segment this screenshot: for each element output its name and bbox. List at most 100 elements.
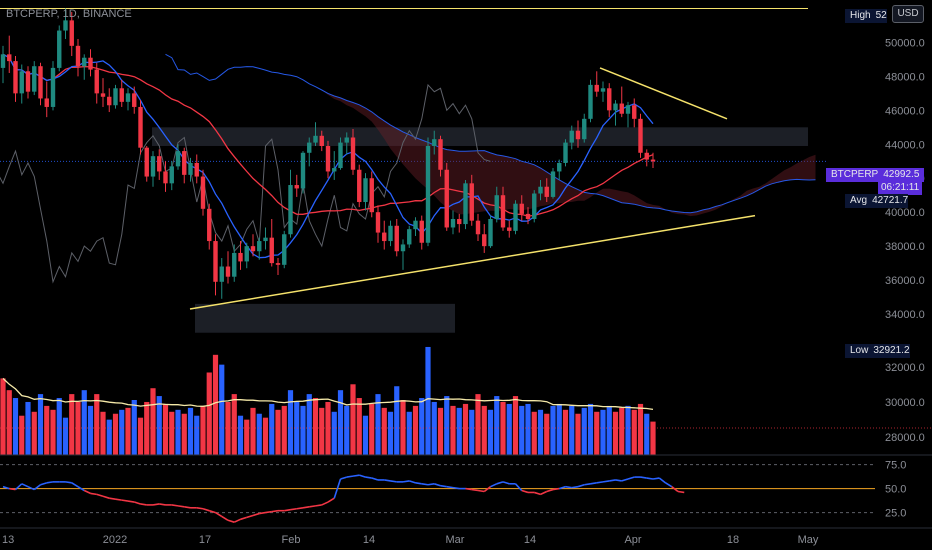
candle: [538, 186, 543, 194]
volume-bar: [6, 390, 12, 455]
candle: [407, 229, 412, 245]
rsi-line-segment: [290, 507, 297, 511]
rsi-line-segment: [177, 505, 185, 508]
candle: [288, 185, 293, 235]
y-tick-label: 50000.0: [885, 37, 925, 49]
volume-bar: [62, 417, 69, 455]
x-tick-label: 2022: [103, 534, 127, 546]
rsi-line-segment: [340, 476, 347, 480]
currency-button[interactable]: USD: [892, 5, 924, 23]
volume-bar: [19, 415, 25, 455]
rsi-line-segment: [465, 487, 472, 491]
rsi-line-segment: [140, 503, 147, 506]
candle: [125, 93, 131, 102]
rsi-line-segment: [371, 477, 379, 481]
volume-bar: [137, 417, 144, 455]
volume-bar: [475, 394, 481, 455]
candle: [594, 84, 599, 92]
rsi-line-segment: [90, 492, 97, 496]
low-label-key: Low: [850, 345, 869, 356]
rsi-line-segment: [409, 480, 416, 484]
volume-bar: [144, 401, 150, 455]
volume-bar: [50, 409, 56, 455]
candle: [482, 234, 487, 247]
volume-bar: [175, 409, 181, 455]
candle: [344, 137, 349, 143]
candle: [638, 118, 643, 153]
candle: [69, 20, 74, 46]
volume-bar: [412, 405, 419, 455]
candle: [119, 88, 124, 102]
rsi-line-segment: [671, 486, 679, 493]
rsi-line-segment: [171, 504, 179, 507]
volume-bar: [250, 407, 256, 455]
volume-bar: [212, 354, 219, 455]
candle: [219, 266, 224, 282]
candle: [50, 67, 56, 107]
rsi-line-segment: [215, 511, 223, 518]
x-tick-label: Mar: [446, 534, 465, 546]
rsi-line-segment: [471, 488, 479, 492]
last-price-key: BTCPERP: [831, 169, 879, 180]
rsi-line-segment: [296, 507, 304, 510]
rsi-line-segment: [615, 479, 622, 482]
candle: [263, 237, 268, 242]
candle: [300, 152, 306, 189]
rsi-line-segment: [571, 485, 579, 489]
candle: [413, 220, 418, 230]
volume-bar: [256, 413, 262, 455]
volume-bar: [600, 409, 606, 455]
volume-bar: [450, 405, 456, 455]
rsi-line-segment: [2, 485, 10, 490]
rsi-line-segment: [21, 483, 29, 488]
volume-bar: [469, 409, 475, 455]
candle: [244, 246, 249, 262]
volume-bar: [375, 394, 381, 455]
rsi-line-segment: [546, 488, 554, 493]
rsi-line-segment: [621, 478, 629, 482]
candle: [163, 171, 168, 184]
y-tick-label: 36000.0: [885, 275, 925, 287]
volume-bar: [169, 411, 175, 455]
y-tick-label: 44000.0: [885, 139, 925, 151]
low-label-value: 32921.2: [873, 345, 910, 356]
candle: [519, 203, 524, 214]
candle: [232, 252, 237, 277]
candle: [175, 151, 181, 167]
y-tick-label: 30000.0: [885, 397, 925, 409]
volume-bar: [644, 413, 650, 455]
candle: [357, 169, 362, 203]
candle: [444, 169, 449, 228]
rsi-line-segment: [33, 484, 41, 491]
candle: [94, 69, 99, 94]
volume-bar: [544, 413, 550, 455]
rsi-tick-label: 75.0: [885, 460, 906, 472]
volume-bar: [312, 398, 319, 455]
y-tick-label: 32000.0: [885, 362, 925, 374]
rsi-line-segment: [109, 497, 116, 500]
high-label: High 52: [845, 9, 887, 23]
volume-bar: [200, 405, 206, 455]
volume-bar: [387, 411, 394, 455]
candle: [457, 218, 462, 225]
rsi-line-segment: [227, 519, 235, 523]
candle: [57, 30, 62, 68]
rsi-line-segment: [221, 515, 229, 521]
candle: [350, 137, 356, 170]
volume-bar: [537, 409, 544, 455]
rsi-line-segment: [333, 478, 342, 499]
rsi-line-segment: [446, 485, 454, 489]
rsi-line-segment: [196, 507, 204, 510]
rsi-line-segment: [184, 506, 191, 509]
volume-bar: [337, 390, 344, 455]
rsi-line-segment: [658, 477, 666, 484]
volume-bar: [606, 405, 612, 455]
volume-bar: [394, 386, 400, 455]
candle: [394, 225, 399, 252]
candle: [369, 178, 374, 213]
volume-bar: [112, 413, 119, 455]
rsi-line-segment: [83, 489, 91, 495]
candle: [282, 234, 287, 265]
volume-bar: [181, 413, 187, 455]
